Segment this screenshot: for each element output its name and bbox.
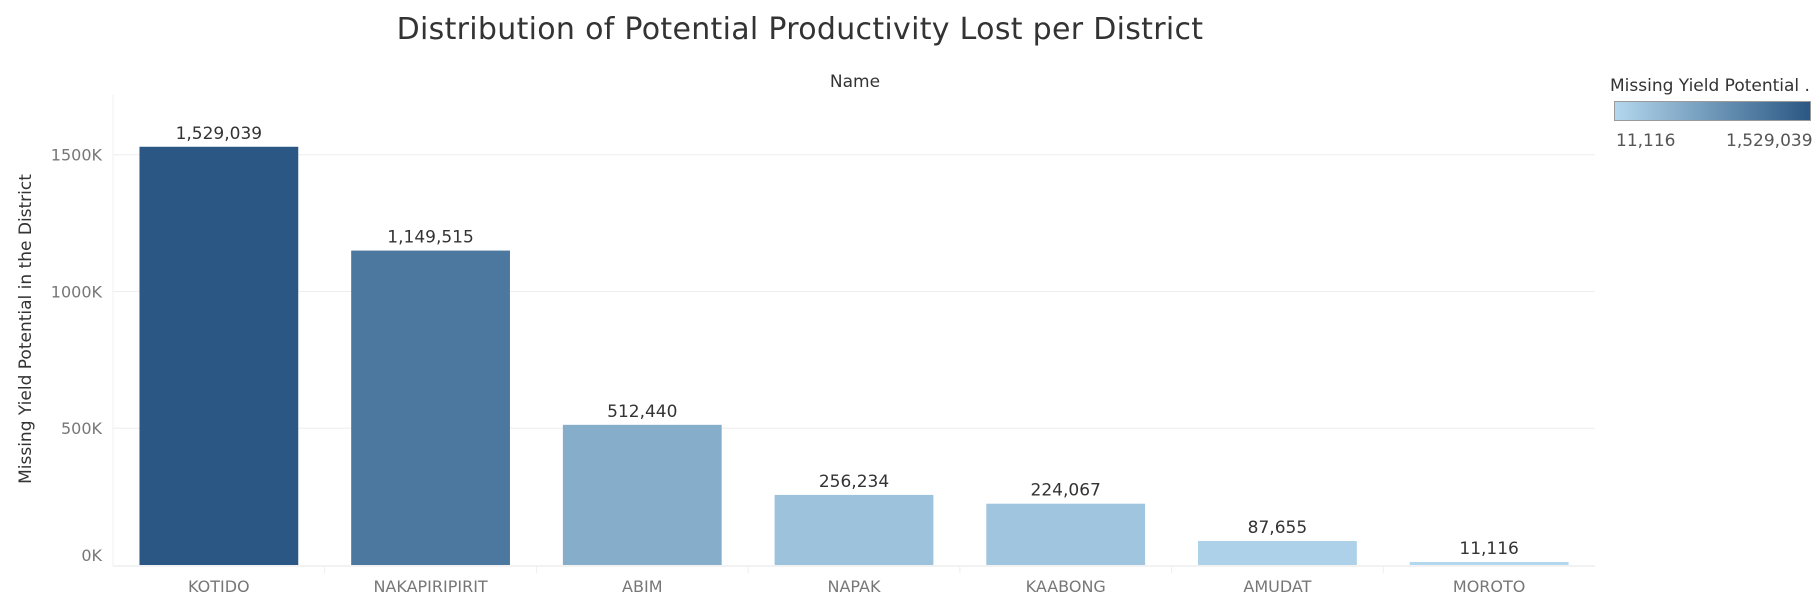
data-label-kaabong: 224,067 <box>1031 481 1101 501</box>
legend-color-scale <box>1614 101 1811 121</box>
bar-napak <box>774 494 934 565</box>
data-label-nakapiripirit: 1,149,515 <box>387 228 474 248</box>
x-tick-label-kaabong: KAABONG <box>1026 577 1106 596</box>
data-labels: 1,529,039 1,149,515 512,440 256,234 224,067 8… <box>176 124 1519 559</box>
data-label-kotido: 1,529,039 <box>176 124 263 144</box>
bar-chart: Name Missing Yield Potential in the Dist… <box>16 72 1595 596</box>
y-axis: 0K 500K 1000K 1500K <box>51 146 103 565</box>
column-header: Name <box>830 72 880 92</box>
y-tick-label: 1500K <box>51 146 103 165</box>
y-tick-label: 500K <box>61 419 103 438</box>
bar-amudat <box>1198 541 1357 565</box>
legend-title: Missing Yield Potential .. <box>1610 76 1810 96</box>
bar-nakapiripirit <box>351 250 510 565</box>
data-label-abim: 512,440 <box>607 402 677 422</box>
bar-kotido <box>139 146 299 565</box>
x-axis: KOTIDO NAKAPIRIPIRIT ABIM NAPAK KAABONG AMUDA… <box>188 566 1525 596</box>
y-axis-label: Missing Yield Potential in the District <box>16 174 36 484</box>
x-tick-label-moroto: MOROTO <box>1453 577 1525 596</box>
x-tick-label-kotido: KOTIDO <box>188 577 250 596</box>
bars <box>139 146 1569 565</box>
bar-kaabong <box>986 503 1146 565</box>
x-tick-label-amudat: AMUDAT <box>1243 577 1311 596</box>
y-tick-label: 0K <box>81 546 102 565</box>
x-tick-label-napak: NAPAK <box>828 577 881 596</box>
bar-abim <box>562 424 722 565</box>
data-label-amudat: 87,655 <box>1248 518 1307 538</box>
data-label-moroto: 11,116 <box>1459 539 1518 559</box>
legend-min-label: 11,116 <box>1616 131 1676 151</box>
bar-moroto <box>1409 561 1569 565</box>
legend-max-label: 1,529,039 <box>1726 131 1813 151</box>
y-tick-label: 1000K <box>51 282 103 301</box>
chart-title: Distribution of Potential Productivity L… <box>396 12 1204 47</box>
x-tick-label-abim: ABIM <box>622 577 662 596</box>
x-tick-label-nakapiripirit: NAKAPIRIPIRIT <box>373 577 487 596</box>
data-label-napak: 256,234 <box>819 472 889 492</box>
